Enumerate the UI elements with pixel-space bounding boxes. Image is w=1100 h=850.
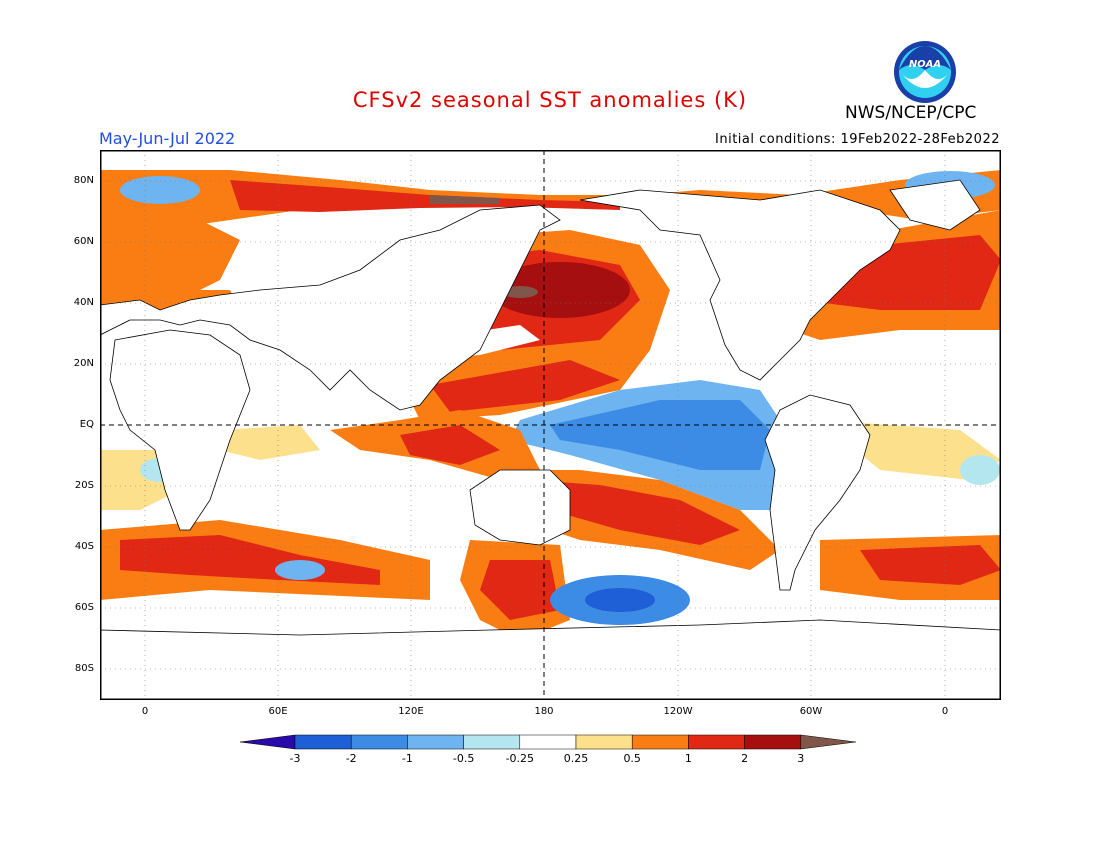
- colorbar-label: -1: [401, 752, 413, 765]
- colorbar-swatch: [519, 734, 577, 750]
- colorbar-swatch: [463, 734, 521, 750]
- sst-anomaly-map: [100, 150, 1001, 700]
- lat-tick: 40N: [73, 297, 94, 308]
- initial-conditions: Initial conditions: 19Feb2022-28Feb2022: [715, 132, 1000, 147]
- noaa-logo-text: NOAA: [909, 59, 941, 70]
- colorbar-label: -0.25: [505, 752, 535, 765]
- lon-tick: 60W: [799, 706, 823, 717]
- lon-tick: 0: [941, 706, 949, 717]
- lat-tick: 80N: [73, 175, 94, 186]
- colorbar-swatch: [688, 734, 745, 750]
- colorbar-label: 2: [741, 752, 749, 765]
- colorbar-label: -2: [345, 752, 357, 765]
- agency-label: NWS/NCEP/CPC: [845, 103, 977, 123]
- colorbar-swatch: [294, 734, 352, 750]
- lon-tick: 120E: [398, 706, 424, 717]
- lat-tick: EQ: [79, 419, 94, 430]
- colorbar-label: -0.5: [452, 752, 475, 765]
- colorbar-swatch: [407, 734, 464, 750]
- colorbar-swatch-high: [800, 734, 856, 750]
- colorbar-swatch: [575, 734, 633, 750]
- lon-tick: 0: [141, 706, 149, 717]
- colorbar-label: -3: [289, 752, 301, 765]
- colorbar-swatch: [631, 734, 689, 750]
- colorbar-label: 0.25: [563, 752, 589, 765]
- colorbar-swatch: [744, 734, 802, 750]
- map-title: CFSv2 seasonal SST anomalies (K): [352, 88, 748, 112]
- forecast-period: May-Jun-Jul 2022: [99, 129, 236, 148]
- noaa-logo: NOAA: [894, 41, 956, 103]
- colorbar: [240, 734, 856, 750]
- colorbar-swatch-low: [240, 734, 296, 750]
- lon-tick: 60E: [268, 706, 288, 717]
- colorbar-label: 1: [684, 752, 692, 765]
- lat-tick: 20S: [74, 480, 94, 491]
- lat-tick: 40S: [74, 541, 94, 552]
- colorbar-label: 0.5: [623, 752, 641, 765]
- map-frame: [100, 150, 1001, 700]
- lat-tick: 60S: [74, 602, 94, 613]
- colorbar-label: 3: [797, 752, 805, 765]
- lon-tick: 120W: [663, 706, 693, 717]
- colorbar-swatch: [350, 734, 408, 750]
- lat-tick: 80S: [74, 663, 94, 674]
- lat-tick: 60N: [73, 236, 94, 247]
- lat-tick: 20N: [73, 358, 94, 369]
- lon-tick: 180: [534, 706, 554, 717]
